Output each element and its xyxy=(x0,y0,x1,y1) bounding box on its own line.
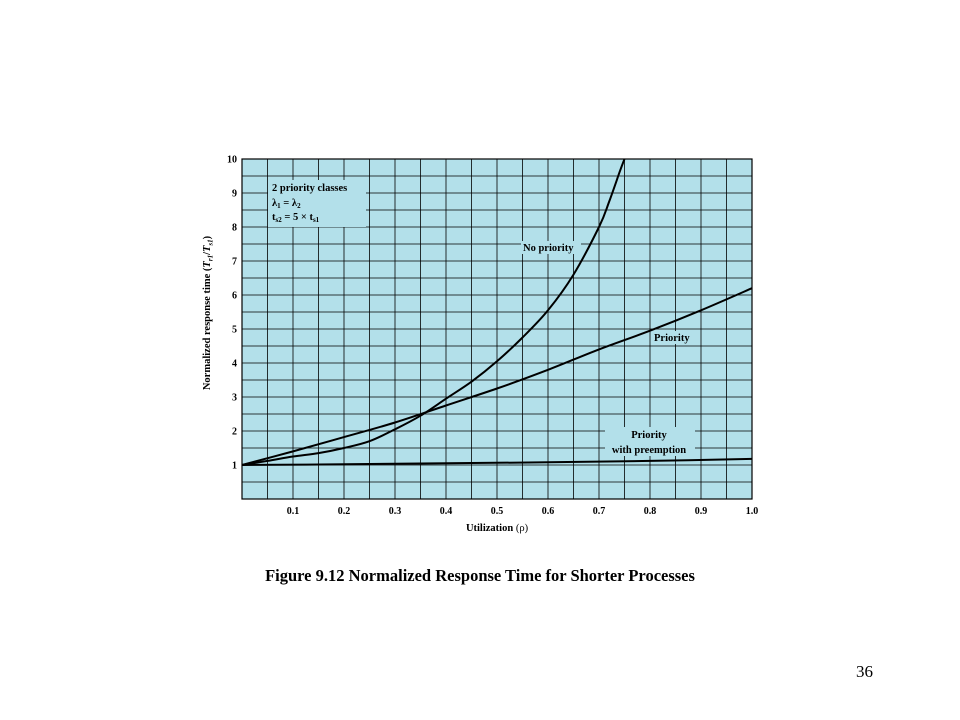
y-tick-label: 5 xyxy=(232,325,237,336)
annotation-box xyxy=(268,180,366,227)
y-tick-label: 1 xyxy=(232,461,237,472)
annotation-line-lambda: λ1 = λ2 xyxy=(272,198,301,210)
series-line-priority xyxy=(241,287,753,466)
series-label-priority: Priority xyxy=(652,331,698,344)
series-label-no-priority: No priority xyxy=(521,241,581,254)
plot-border xyxy=(241,158,753,500)
no-priority-label: No priority xyxy=(523,243,574,254)
priority-label: Priority xyxy=(654,333,690,344)
page-number: 36 xyxy=(856,662,873,681)
y-tick-label: 3 xyxy=(232,393,237,404)
figure-caption: Figure 9.12 Normalized Response Time for… xyxy=(265,566,695,585)
preemption-label-line2: with preemption xyxy=(612,445,686,456)
x-tick-label: 0.9 xyxy=(695,506,708,517)
x-tick-label: 0.1 xyxy=(287,506,300,517)
y-tick-label: 8 xyxy=(232,223,237,234)
series-label-preemption: Priority with preemption xyxy=(605,427,695,456)
y-tick-label: 7 xyxy=(232,257,237,268)
x-tick-label: 0.8 xyxy=(644,506,657,517)
y-tick-labels: 1 2 3 4 5 6 7 8 9 10 xyxy=(227,155,237,472)
x-tick-labels: 0.1 0.2 0.3 0.4 0.5 0.6 0.7 0.8 0.9 1.0 xyxy=(287,506,759,517)
annotation-line-service-time: ts2 = 5 × ts1 xyxy=(272,212,320,224)
x-tick-label: 1.0 xyxy=(746,506,759,517)
preemption-label-line1: Priority xyxy=(631,430,667,441)
y-tick-label: 4 xyxy=(232,359,237,370)
annotation-line-classes: 2 priority classes xyxy=(272,183,347,194)
y-tick-label: 2 xyxy=(232,427,237,438)
series-line-no-priority xyxy=(241,158,626,466)
x-tick-label: 0.6 xyxy=(542,506,555,517)
x-tick-label: 0.4 xyxy=(440,506,453,517)
x-tick-label: 0.3 xyxy=(389,506,402,517)
x-tick-label: 0.7 xyxy=(593,506,606,517)
series-lines xyxy=(241,158,753,466)
parameters-annotation: 2 priority classes λ1 = λ2 ts2 = 5 × ts1 xyxy=(268,180,366,227)
x-tick-label: 0.5 xyxy=(491,506,504,517)
y-tick-label: 9 xyxy=(232,189,237,200)
y-tick-label: 10 xyxy=(227,155,237,166)
y-tick-label: 6 xyxy=(232,291,237,302)
series-line-priority-with-preemption xyxy=(241,457,753,466)
x-axis-label: Utilization (ρ) xyxy=(466,523,529,534)
y-axis-label: Normalized response time (Tr1/Ts1) xyxy=(202,235,215,390)
x-tick-label: 0.2 xyxy=(338,506,351,517)
